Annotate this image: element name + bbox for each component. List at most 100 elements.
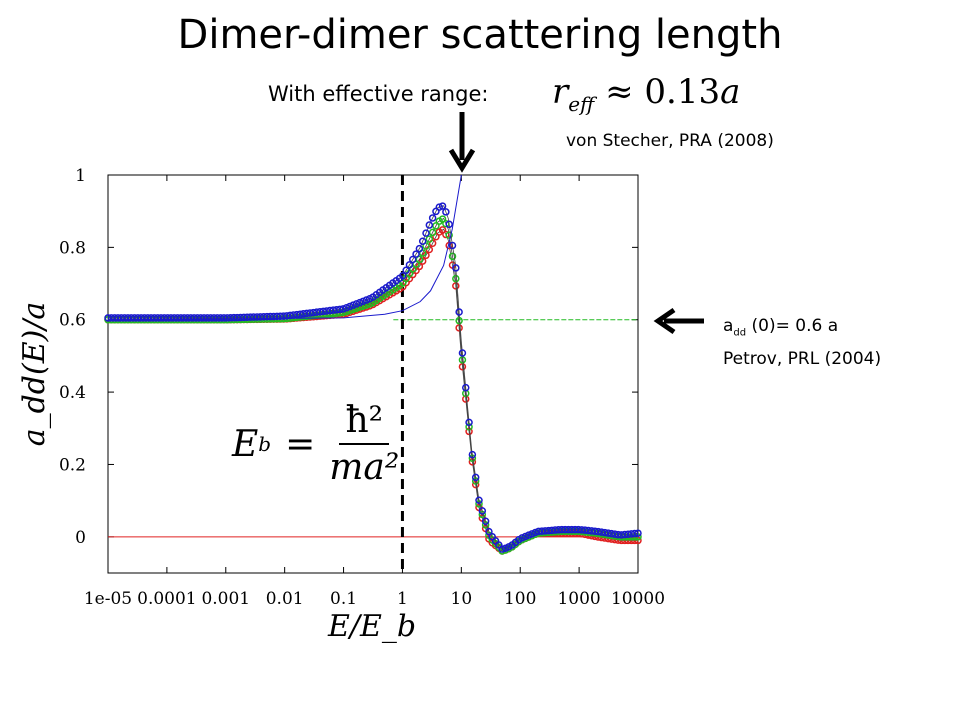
series-point [157,315,165,324]
series-point [471,477,480,485]
series-point [120,315,129,324]
series-point [213,315,222,324]
series-point [508,541,516,549]
series-point [266,315,275,323]
series-point [505,544,513,553]
series-point [577,526,586,534]
series-point [226,315,235,324]
eb-lhs: E [232,423,259,465]
series-point [362,303,371,311]
series-point [591,527,599,535]
series-point [269,315,278,323]
series-point [104,314,112,322]
series-point [498,545,506,553]
series-point [236,315,245,324]
series-point [524,533,533,541]
series-point [163,315,172,324]
series-point [554,527,563,536]
ref-petrov: add (0)= 0.6 a Petrov, PRL (2004) [723,313,881,373]
series-point [316,312,324,320]
series-point [230,315,238,324]
series-point [617,536,626,545]
series-point [134,315,142,324]
series-point [425,235,434,243]
y-tick-label: 0 [75,528,86,548]
series-point [220,315,228,324]
x-tick-label: 100 [504,589,536,609]
series-point [329,306,337,314]
series-point [478,507,487,515]
series-point [491,539,500,548]
series-point [601,530,609,539]
x-tick-label: 0.01 [266,589,304,609]
series-point [428,228,437,237]
series-point [147,315,155,324]
series-point [511,540,520,548]
series-point [114,315,122,324]
series-point [256,315,265,324]
series-point [263,312,271,321]
series-point [518,535,526,544]
series-point [183,314,192,322]
series-point [309,311,318,320]
series-point [594,533,602,541]
series-point [220,314,228,322]
series-point [220,315,228,324]
series-point [415,255,424,264]
series-point [286,314,294,323]
series-point [177,314,185,322]
series-point [607,531,616,540]
series-point [346,306,354,315]
left-arrow [653,307,704,335]
series-point [409,255,417,264]
series-point [216,315,225,324]
series-point [104,315,112,324]
series-point [524,533,533,541]
series-point [147,314,155,322]
series-point [312,308,321,316]
series-point [511,540,520,548]
series-point [544,528,553,537]
series-point [147,315,155,324]
series-point [266,312,275,321]
series-point [279,315,288,323]
series-point [468,450,477,459]
series-point [193,315,202,324]
series-point [501,546,510,554]
series-point [259,315,268,324]
series-point [250,315,258,323]
series-point [236,315,245,324]
series-point [379,292,387,300]
series-point [465,427,473,436]
series-point [150,314,159,322]
series-point [548,526,556,535]
series-point [336,310,344,319]
series-point [114,314,122,322]
x-tick-label: 0.001 [201,589,250,609]
series-point [458,356,467,364]
series-point [418,257,427,265]
series-point [561,529,569,537]
x-tick-label: 10 [451,589,473,609]
series-point [591,532,599,541]
series-point [564,527,573,536]
series-point [137,314,145,322]
series-point [303,313,311,321]
x-tick-label: 0.0001 [137,589,196,609]
series-point [329,311,337,319]
series-point [428,239,437,248]
series-point [144,314,152,322]
series-point [568,529,576,537]
series-point [157,314,165,322]
series-point [306,313,314,321]
series-point [342,309,351,318]
series-point [392,276,400,285]
series-point [498,547,506,555]
series-point [462,395,470,403]
series-point [293,313,301,322]
series-point [117,314,125,322]
series-point [511,538,520,547]
series-point [352,306,361,314]
series-point [286,314,294,322]
series-point [442,230,450,239]
